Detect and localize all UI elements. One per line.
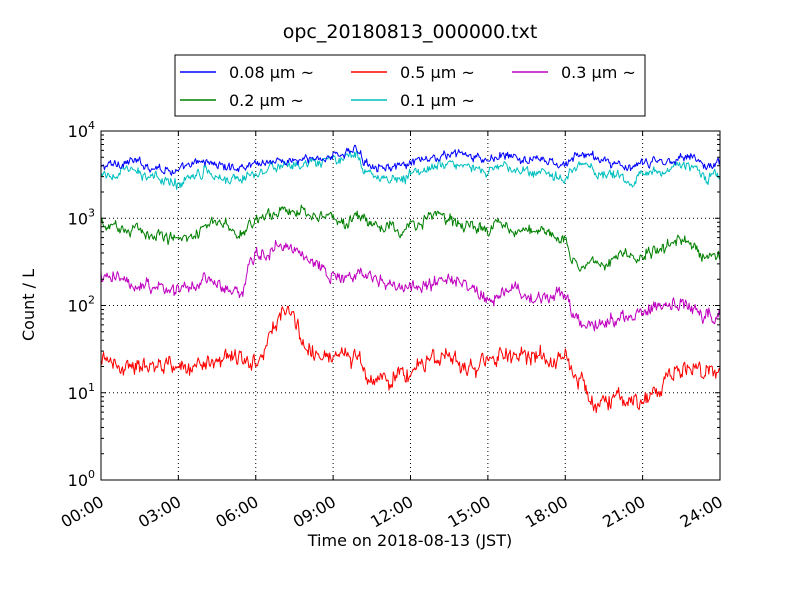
y-axis-label: Count / L (19, 269, 38, 341)
series-line-0 (100, 144, 721, 176)
x-tick-label: 21:00 (599, 492, 648, 532)
series-line-2 (100, 204, 721, 272)
x-tick-label: 12:00 (367, 492, 416, 532)
legend-label-2: 0.2 μm ~ (229, 91, 304, 110)
legend-frame (174, 54, 646, 117)
legend-label-1: 0.1 μm ~ (400, 91, 475, 110)
x-tick-label: 09:00 (290, 492, 339, 532)
series-line-3 (100, 239, 721, 332)
grid (101, 131, 720, 480)
legend: 0.08 μm ~ 0.2 μm ~ 0.5 μm ~ 0.1 μm ~ 0.3 μm … (174, 54, 646, 117)
x-tick-label: 00:00 (58, 492, 107, 532)
x-tick-label: 18:00 (522, 492, 571, 532)
x-tick-label: 24:00 (677, 492, 726, 532)
y-tick-label: 104 (68, 119, 95, 141)
y-tick-label: 102 (68, 294, 95, 316)
x-axis-label: Time on 2018-08-13 (JST) (307, 531, 512, 550)
plot-area (100, 144, 721, 414)
x-tick-label: 03:00 (135, 492, 184, 532)
chart-title: opc_20180813_000000.txt (283, 21, 538, 43)
x-tick-label: 06:00 (212, 492, 261, 532)
y-tick-label: 103 (68, 206, 95, 228)
series-line-4 (100, 305, 721, 414)
x-tick-label: 15:00 (444, 492, 493, 532)
series-line-1 (100, 150, 721, 190)
legend-label-4: 0.5 μm ~ (400, 63, 475, 82)
legend-label-3: 0.3 μm ~ (561, 63, 636, 82)
y-tick-label: 101 (68, 381, 95, 403)
y-tick-label: 100 (68, 468, 95, 490)
legend-label-0: 0.08 μm ~ (229, 63, 314, 82)
